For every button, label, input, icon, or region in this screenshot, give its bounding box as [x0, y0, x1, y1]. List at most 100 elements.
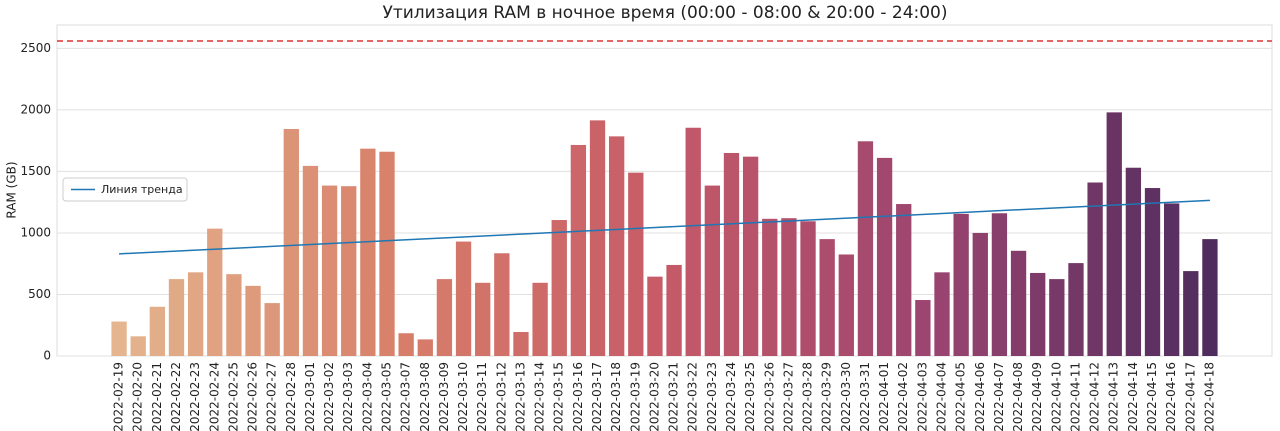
bar — [360, 148, 376, 356]
x-tick-label: 2022-04-13 — [1107, 362, 1121, 431]
bar — [168, 279, 185, 356]
y-tick-label: 2000 — [20, 102, 51, 116]
bar — [1049, 279, 1065, 356]
bar — [130, 336, 146, 356]
bar — [321, 185, 338, 356]
x-tick-label: 2022-02-28 — [284, 362, 298, 431]
bar — [494, 253, 510, 356]
x-tick-label: 2022-04-18 — [1202, 362, 1216, 431]
x-tick-label: 2022-03-20 — [647, 362, 661, 431]
x-tick-label: 2022-03-17 — [590, 362, 604, 431]
x-tick-label: 2022-04-08 — [1011, 362, 1025, 431]
bar — [857, 141, 874, 356]
legend-box — [62, 177, 188, 202]
bar — [819, 239, 835, 356]
bar — [838, 254, 854, 356]
x-tick-label: 2022-03-18 — [609, 362, 623, 431]
bar — [1144, 188, 1161, 356]
bar — [876, 157, 893, 356]
bar — [1010, 250, 1027, 356]
x-tick-label: 2022-03-25 — [743, 362, 757, 431]
bar — [149, 306, 165, 356]
bar — [1106, 112, 1122, 356]
x-tick-label: 2022-04-06 — [973, 362, 987, 431]
bar — [685, 127, 701, 356]
bar — [666, 264, 682, 356]
x-tick-label: 2022-03-10 — [456, 362, 470, 431]
x-tick-label: 2022-03-09 — [437, 362, 451, 431]
x-tick-label: 2022-02-27 — [265, 362, 279, 431]
x-tick-label: 2022-04-02 — [896, 362, 910, 431]
bar — [341, 186, 357, 356]
bar — [781, 218, 797, 356]
bar — [1087, 182, 1103, 356]
x-tick-label: 2022-03-13 — [513, 362, 527, 431]
bar — [1183, 271, 1199, 356]
bar — [111, 321, 127, 356]
bar — [800, 221, 816, 356]
bar — [896, 204, 912, 356]
bar — [570, 144, 587, 356]
bar — [551, 220, 567, 356]
x-tick-label: 2022-04-05 — [954, 362, 968, 431]
x-tick-label: 2022-03-08 — [418, 362, 432, 431]
bar — [264, 303, 280, 356]
bar — [704, 185, 720, 356]
bar — [762, 218, 778, 356]
x-tick-label: 2022-04-04 — [935, 362, 949, 431]
x-tick-label: 2022-02-21 — [150, 362, 164, 431]
x-tick-label: 2022-04-15 — [1145, 362, 1159, 431]
bar — [398, 333, 414, 356]
x-tick-label: 2022-03-24 — [724, 362, 738, 431]
bar — [1202, 239, 1218, 356]
chart-title: Утилизация RAM в ночное время (00:00 - 0… — [382, 3, 947, 23]
x-tick-label: 2022-04-17 — [1183, 362, 1197, 431]
bar — [915, 300, 931, 356]
bar — [245, 285, 261, 356]
x-tick-label: 2022-03-23 — [705, 362, 719, 431]
x-tick-label: 2022-03-02 — [322, 362, 336, 431]
bar — [475, 282, 491, 356]
bar — [187, 272, 204, 356]
x-tick-label: 2022-02-19 — [112, 362, 126, 431]
trend-line — [119, 199, 1210, 255]
x-tick-label: 2022-03-04 — [360, 362, 374, 431]
x-tick-label: 2022-04-09 — [1030, 362, 1044, 431]
x-tick-label: 2022-03-28 — [801, 362, 815, 431]
y-tick-label: 1000 — [20, 225, 51, 239]
x-tick-label: 2022-03-31 — [858, 362, 872, 431]
x-tick-label: 2022-04-03 — [915, 362, 929, 431]
x-tick-label: 2022-03-22 — [686, 362, 700, 431]
x-tick-label: 2022-03-16 — [571, 362, 585, 431]
x-tick-label: 2022-04-01 — [877, 362, 891, 431]
x-tick-label: 2022-03-01 — [303, 362, 317, 431]
bar — [1030, 272, 1046, 356]
bar — [455, 241, 472, 356]
bar — [436, 279, 453, 356]
x-tick-label: 2022-03-15 — [552, 362, 566, 431]
x-tick-label: 2022-03-14 — [533, 362, 547, 431]
y-axis-label: RAM (GB) — [5, 161, 19, 218]
x-tick-label: 2022-02-20 — [131, 362, 145, 431]
bar — [226, 274, 242, 356]
bar — [991, 213, 1008, 356]
bar — [379, 151, 395, 356]
x-tick-label: 2022-03-11 — [475, 362, 489, 431]
x-tick-label: 2022-03-21 — [667, 362, 681, 431]
x-tick-label: 2022-03-30 — [839, 362, 853, 431]
x-tick-label: 2022-04-12 — [1088, 362, 1102, 431]
bar — [513, 332, 529, 356]
x-tick-label: 2022-03-27 — [781, 362, 795, 431]
x-tick-label: 2022-03-19 — [628, 362, 642, 431]
legend-label: Линия тренда — [101, 183, 183, 196]
x-tick-label: 2022-03-07 — [399, 362, 413, 431]
bar — [283, 128, 299, 356]
x-tick-label: 2022-03-03 — [341, 362, 355, 431]
bar — [1164, 203, 1180, 356]
x-tick-label: 2022-02-23 — [188, 362, 202, 431]
x-tick-label: 2022-04-16 — [1164, 362, 1178, 431]
x-tick-label: 2022-02-26 — [246, 362, 260, 431]
y-tick-label: 0 — [43, 349, 51, 363]
bar — [302, 165, 319, 356]
